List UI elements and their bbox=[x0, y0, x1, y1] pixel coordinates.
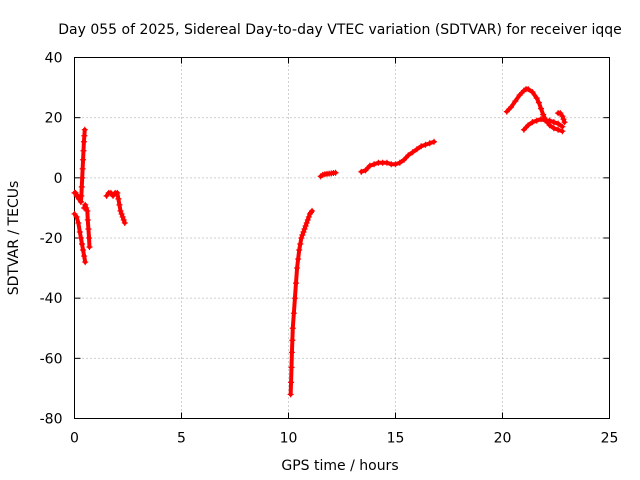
y-tick-label: -20 bbox=[40, 231, 63, 247]
plot-frame bbox=[74, 57, 610, 419]
data-point bbox=[121, 219, 128, 226]
y-axis-label: SDTVAR / TECUs bbox=[6, 181, 22, 296]
data-series-sdtvar bbox=[71, 86, 568, 398]
data-point bbox=[332, 169, 339, 176]
data-point bbox=[561, 119, 568, 126]
y-tick-label: -80 bbox=[40, 412, 63, 428]
y-tick-label: 0 bbox=[54, 171, 63, 187]
x-tick-label: 25 bbox=[601, 431, 619, 447]
y-tick-label: -60 bbox=[40, 351, 63, 367]
data-point bbox=[559, 123, 566, 130]
data-point bbox=[309, 207, 316, 214]
chart-title: Day 055 of 2025, Sidereal Day-to-day VTE… bbox=[58, 22, 622, 38]
x-tick-labels: 0 5 10 15 20 25 bbox=[70, 431, 618, 447]
x-tick-label: 10 bbox=[280, 431, 298, 447]
grid bbox=[74, 57, 610, 419]
y-tick-label: 20 bbox=[45, 111, 63, 127]
x-tick-label: 0 bbox=[70, 431, 79, 447]
x-tick-label: 5 bbox=[177, 431, 186, 447]
data-point bbox=[81, 126, 88, 133]
x-axis-label: GPS time / hours bbox=[281, 458, 398, 474]
y-tick-label: -40 bbox=[40, 291, 63, 307]
x-tick-label: 20 bbox=[494, 431, 512, 447]
data-point bbox=[431, 138, 438, 145]
x-tick-label: 15 bbox=[387, 431, 405, 447]
data-point bbox=[86, 244, 93, 251]
data-point bbox=[82, 259, 89, 266]
y-tick-labels: -80 -60 -40 -20 0 20 40 bbox=[40, 51, 63, 428]
y-tick-label: 40 bbox=[45, 51, 63, 67]
